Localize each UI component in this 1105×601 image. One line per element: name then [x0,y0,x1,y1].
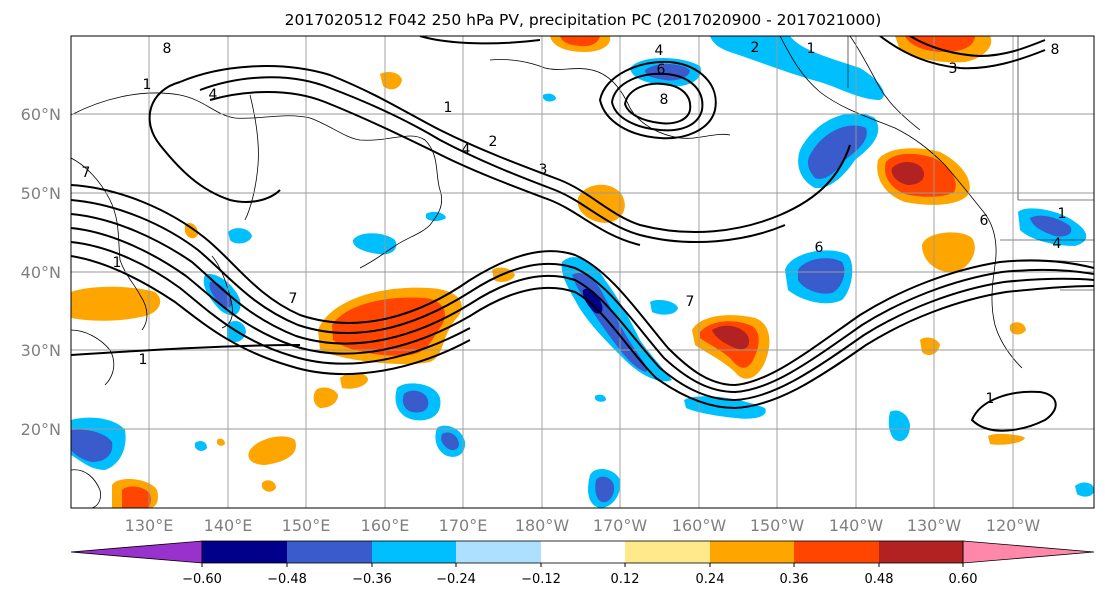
contour-label: 3 [539,162,548,178]
colorbar-segment [625,541,710,563]
colorbar-segment [879,541,963,563]
lat-label-50n: 50°N [21,184,61,203]
colorbar-tick-label: −0.12 [521,572,561,587]
lat-label-20n: 20°N [21,420,61,439]
negative-anomaly-north-central [785,250,853,304]
colorbar-segment [456,541,541,563]
contour-label: 4 [209,87,218,103]
lon-label: 130°W [907,516,962,535]
colorbar-segment [710,541,794,563]
lon-label: 140°W [829,516,884,535]
colorbar-tick-label: 0.60 [949,572,978,587]
colorbar-segment [794,541,879,563]
lon-label: 170°W [593,516,648,535]
contour-label: 1 [113,255,122,271]
longitude-labels: 130°E 140°E 150°E 160°E 170°E 180°W 170°… [125,516,1041,535]
colorbar-tick-label: −0.60 [182,572,222,587]
lon-label: 150°E [282,516,331,535]
lon-label: 130°E [125,516,174,535]
colorbar-extend-high [962,540,1095,564]
colorbar-tick-label: −0.36 [352,572,392,587]
figure-title: 2017020512 F042 250 hPa PV, precipitatio… [285,11,882,29]
colorbar-segment [287,541,372,563]
contour-label: 8 [1051,42,1060,58]
contour-label: 1 [807,41,816,57]
colorbar-segment [202,541,287,563]
lon-label: 170°E [439,516,488,535]
coastlines [71,36,1023,508]
lat-label-30n: 30°N [21,341,61,360]
colorbar-extend-low [70,540,203,564]
colorbar-tick-label: −0.24 [436,572,476,587]
colorbar-segment [541,541,625,563]
contour-label: 8 [660,92,669,108]
contour-label: 3 [949,61,958,77]
contour-label: 1 [143,77,152,93]
contour-label: 7 [686,294,695,310]
colorbar-tick-label: 0.36 [780,572,809,587]
gulf-of-alaska-anomalies [798,113,970,205]
positive-anomaly-east-pacific [692,315,770,379]
contour-label: 4 [1053,236,1062,252]
colorbar-tick-label: 0.24 [696,572,725,587]
contour-label: 4 [655,43,664,59]
colorbar-tick-label: −0.48 [267,572,307,587]
contour-label: 6 [815,240,824,256]
contour-labels: 8 4 1 1 2 4 3 6 8 4 2 1 3 8 1 7 1 7 7 6 [82,40,1067,407]
lat-label-40n: 40°N [21,263,61,282]
contour-label: 6 [657,62,666,78]
contour-label: 1 [986,391,995,407]
political-boundaries [847,36,1094,291]
contour-label: 2 [489,134,498,150]
contour-label: 1 [139,352,148,368]
contour-label: 1 [1058,206,1067,222]
lon-label: 160°W [672,516,727,535]
pv-contours [71,36,1094,432]
lon-label: 180°W [515,516,570,535]
contour-label: 6 [980,213,989,229]
contour-label: 4 [462,142,471,158]
latitude-labels: 60°N 50°N 40°N 30°N 20°N [21,105,61,439]
lat-label-60n: 60°N [21,105,61,124]
contour-label: 1 [444,100,453,116]
map-panel: 8 4 1 1 2 4 3 6 8 4 2 1 3 8 1 7 1 7 7 6 [70,35,1095,509]
lon-label: 140°E [204,516,253,535]
contour-label: 7 [82,165,91,181]
lon-label: 150°W [750,516,805,535]
colorbar-segment [372,541,456,563]
contour-label: 2 [751,40,760,56]
lon-label: 120°W [986,516,1041,535]
contour-label: 7 [289,291,298,307]
colorbar-tick-label: 0.12 [611,572,640,587]
colorbar: −0.60 −0.48 −0.36 −0.24 −0.12 0.12 0.24 … [70,540,1095,587]
colorbar-ticks [201,563,964,567]
lon-label: 160°E [361,516,410,535]
contour-label: 8 [163,41,172,57]
colorbar-tick-label: 0.48 [865,572,894,587]
